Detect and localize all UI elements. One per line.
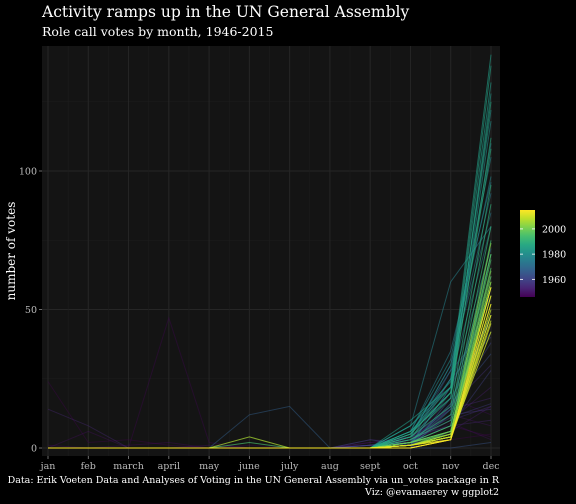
chart-subtitle: Role call votes by month, 1946-2015 — [42, 24, 274, 39]
series-line — [47, 381, 492, 449]
y-tick-label: 100 — [19, 167, 37, 178]
legend-tick-label: 1980 — [542, 250, 566, 261]
x-tick-label: nov — [442, 461, 460, 472]
legend-tick-label: 1960 — [542, 275, 566, 286]
x-tick-label: feb — [81, 461, 96, 472]
caption-credit: Viz: @evamaerey w ggplot2 — [365, 487, 499, 498]
x-tick-label: june — [238, 461, 260, 472]
x-tick-label: aug — [321, 461, 339, 472]
x-tick-label: may — [199, 461, 220, 472]
plot-panel — [42, 46, 500, 456]
x-tick-label: april — [158, 461, 180, 472]
x-tick-label: march — [113, 461, 144, 472]
series-lines — [47, 54, 492, 449]
y-tick-label: 0 — [31, 444, 37, 455]
caption-source: Data: Erik Voeten Data and Analyses of V… — [7, 475, 499, 486]
x-tick-label: oct — [403, 461, 418, 472]
x-tick-label: july — [280, 461, 299, 472]
legend-tick-label: 2000 — [542, 224, 566, 235]
y-tick-label: 50 — [25, 305, 37, 316]
y-axis-label: number of votes — [4, 202, 18, 301]
x-tick-label: jan — [40, 461, 56, 472]
legend: 1960 1980 2000 — [520, 210, 566, 297]
x-tick-label: sept — [360, 461, 381, 472]
series-line — [48, 287, 492, 449]
chart-title: Activity ramps up in the UN General Asse… — [42, 3, 410, 21]
x-tick-label: dec — [482, 461, 499, 472]
legend-colorbar — [520, 210, 535, 297]
